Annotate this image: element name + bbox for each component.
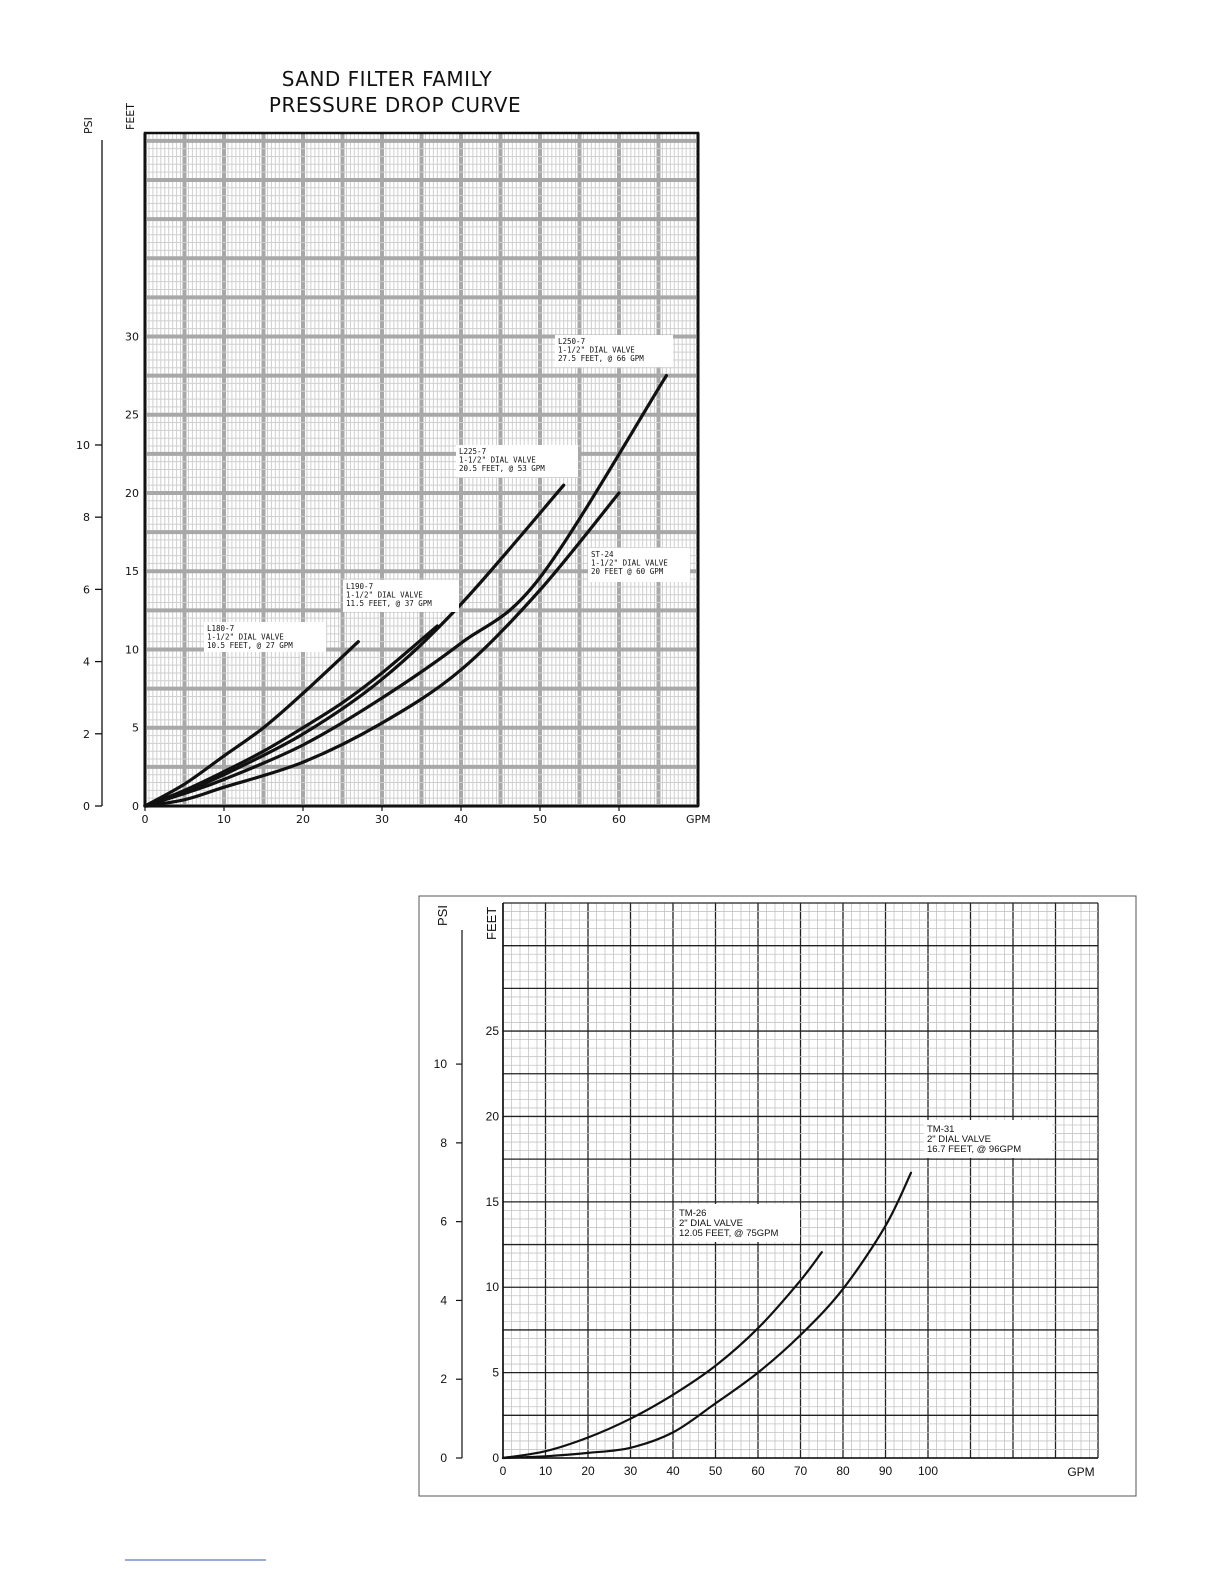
chart-2-series [501,1171,913,1460]
y-tick-label: 25 [125,409,139,422]
annotation-line: L225-7 [459,447,486,456]
annotation-box [676,1204,800,1242]
psi-tick-label: 4 [440,1293,447,1307]
psi-tick-label: 6 [83,583,90,596]
y-tick-label: 25 [486,1024,500,1038]
series-line-tm-26 [501,1251,823,1460]
chart-1-grid [143,131,700,808]
tm-filter-chart: 0 10 20 30 40 50 60 70 80 90 100 GPM 0 5 10 15 20 25 FEET 0… [418,895,1137,1497]
x-tick-label: 20 [581,1464,595,1478]
x-tick-label: 10 [217,813,231,826]
x-tick-label: 0 [500,1464,507,1478]
x-tick-label: 60 [612,813,626,826]
y-tick-label: 20 [125,487,139,500]
annotation-line: L190-7 [346,582,373,591]
annotation-box [343,580,459,612]
chart-title-line-1: SAND FILTER FAMILY [282,67,493,91]
annotation-line: L180-7 [207,624,234,633]
chart-2-frame [418,895,1137,1497]
chart-title-line-2: PRESSURE DROP CURVE [269,93,521,117]
chart-2-axes: 0 10 20 30 40 50 60 70 80 90 100 GPM 0 5 10 15 20 25 FEET 0… [434,905,1095,1479]
y-axis-title: FEET [484,907,499,940]
x-tick-label: 40 [454,813,468,826]
chart-1-axes: 0 10 20 30 40 50 60 GPM 0 5 10 15 20 25 30 FEET 0 2 4 6 8 10 P… [76,103,711,826]
annotation-box [456,445,578,477]
annotation-box [588,548,690,582]
psi-axis-title: PSI [82,117,95,134]
annotation-box [555,335,673,367]
psi-tick-label: 2 [83,728,90,741]
x-axis-title: GPM [1067,1465,1094,1479]
y-tick-label: 15 [486,1195,500,1209]
annotation-box [924,1120,1052,1158]
psi-tick-label: 10 [76,439,90,452]
psi-tick-label: 0 [440,1451,447,1465]
annotation-line: 10.5 FEET, @ 27 GPM [207,641,293,650]
y-tick-label: 15 [125,565,139,578]
annotation-line: 1-1/2" DIAL VALVE [459,456,536,465]
y-axis-title: FEET [124,103,137,130]
annotation-line: L250-7 [558,337,585,346]
x-tick-label: 80 [836,1464,850,1478]
annotation-line: 16.7 FEET, @ 96GPM [927,1144,1021,1155]
psi-axis-title: PSI [435,905,450,926]
x-tick-label: 40 [666,1464,680,1478]
x-tick-label: 70 [794,1464,808,1478]
y-tick-label: 0 [132,800,139,813]
x-tick-label: 50 [709,1464,723,1478]
psi-tick-label: 0 [83,800,90,813]
y-tick-label: 5 [132,722,139,735]
series-line-tm-31 [501,1171,913,1460]
annotation-line: 20 FEET @ 60 GPM [591,567,664,576]
y-tick-label: 10 [486,1280,500,1294]
y-tick-label: 10 [125,643,139,656]
annotation-line: 27.5 FEET, @ 66 GPM [558,354,644,363]
annotation-line: 1-1/2" DIAL VALVE [346,591,423,600]
y-tick-label: 20 [486,1109,500,1123]
annotation-line: 11.5 FEET, @ 37 GPM [346,599,432,608]
x-tick-label: 90 [879,1464,893,1478]
psi-tick-label: 8 [83,511,90,524]
series-line-l180-7 [143,640,360,808]
chart-2-grid [418,895,1137,1497]
annotation-line: TM-31 [927,1124,954,1135]
x-tick-label: 50 [533,813,547,826]
annotation-line: 1-1/2" DIAL VALVE [558,346,635,355]
chart-1-series [143,374,668,808]
x-tick-label: 0 [142,813,149,826]
psi-tick-label: 2 [440,1372,447,1386]
annotation-line: 1-1/2" DIAL VALVE [207,633,284,642]
psi-tick-label: 4 [83,656,90,669]
annotation-line: 12.05 FEET, @ 75GPM [679,1228,778,1239]
annotation-line: 2" DIAL VALVE [679,1218,743,1229]
x-tick-label: 30 [375,813,389,826]
x-tick-label: 60 [751,1464,765,1478]
psi-tick-label: 6 [440,1215,447,1229]
x-tick-label: 20 [296,813,310,826]
series-line-l225-7 [143,483,566,808]
psi-tick-label: 8 [440,1136,447,1150]
y-tick-label: 5 [492,1366,499,1380]
annotation-line: 20.5 FEET, @ 53 GPM [459,464,545,473]
x-tick-label: 100 [918,1464,938,1478]
y-tick-label: 0 [492,1451,499,1465]
psi-tick-label: 10 [434,1057,448,1071]
x-tick-label: 30 [624,1464,638,1478]
series-line-l250-7 [143,374,668,808]
series-line-st-24 [143,491,621,808]
annotation-box [204,622,326,652]
annotation-line: 2" DIAL VALVE [927,1134,991,1145]
annotation-line: TM-26 [679,1208,706,1219]
annotation-line: ST-24 [591,550,614,559]
x-tick-label: 10 [539,1464,553,1478]
series-line-l190-7 [143,624,439,808]
x-axis-title: GPM [686,813,711,826]
sand-filter-chart: SAND FILTER FAMILY PRESSURE DROP CURVE 0… [76,67,711,826]
y-tick-label: 30 [125,330,139,343]
annotation-line: 1-1/2" DIAL VALVE [591,559,668,568]
